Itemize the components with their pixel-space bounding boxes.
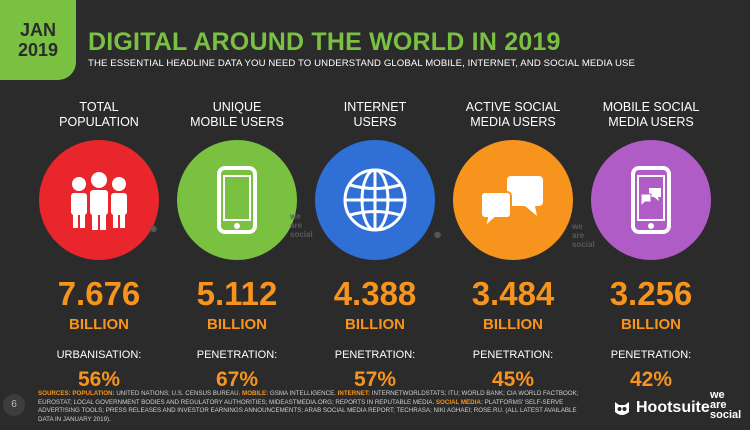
we-are-social-logo: we are social [710,389,742,421]
stat-unit: BILLION [621,316,681,333]
sources-text: SOURCES: POPULATION: UNITED NATIONS; U.S… [38,390,579,423]
stat-metric-label: PENETRATION: [334,349,416,361]
stat-unit: BILLION [207,316,267,333]
owl-icon [615,402,629,415]
stat-mobile-social-media-users: MOBILE SOCIAL MEDIA USERS 3.256 BILLION P… [582,100,720,392]
stat-value: 7.676 [57,275,141,312]
stat-metric-value: 56% [77,368,121,391]
stat-metric-label: PENETRATION: [610,349,692,361]
stat-internet-users: INTERNET USERS 4.388 BILLION PENETRATION:… [306,100,444,392]
stat-active-social-media-users: ACTIVE SOCIAL MEDIA USERS 3.484 BILLION P… [444,100,582,392]
hootsuite-logo: Hootsuite [612,398,710,418]
stat-metric-value: 57% [353,368,397,391]
stat-value: 3.256 [609,275,693,312]
stat-unit: BILLION [345,316,405,333]
date-month: JAN [19,20,56,40]
stat-metric-label: URBANISATION: [56,349,142,361]
page-title: DIGITAL AROUND THE WORLD IN 2019 [88,28,561,56]
stat-label: UNIQUE MOBILE USERS [190,100,284,129]
stat-value: 3.484 [471,275,555,312]
people-icon [39,140,159,260]
owl-watermark-icon: ◉ [150,224,157,233]
stat-metric-value: 45% [491,368,535,391]
we-are-social-watermark: we are social [290,212,313,239]
headline-stats: TOTAL POPULATION 7.676 BILLION URBANISATI… [30,100,720,391]
stat-label: INTERNET USERS [343,100,407,129]
stat-label: TOTAL POPULATION [59,100,139,129]
stat-label: MOBILE SOCIAL MEDIA USERS [602,100,700,129]
stat-metric-label: PENETRATION: [196,349,278,361]
mobile-phone-icon [177,140,297,260]
stat-metric-value: 42% [629,368,673,391]
stat-unique-mobile-users: UNIQUE MOBILE USERS 5.112 BILLION PENETRA… [168,100,306,392]
stat-total-population: TOTAL POPULATION 7.676 BILLION URBANISATI… [30,100,168,392]
globe-icon [315,140,435,260]
page-subtitle: THE ESSENTIAL HEADLINE DATA YOU NEED TO … [88,58,635,69]
owl-watermark-icon: ◉ [434,230,441,239]
stat-unit: BILLION [69,316,129,333]
stat-label: ACTIVE SOCIAL MEDIA USERS [465,100,561,129]
date-badge: JAN 2019 [0,0,76,80]
stat-value: 4.388 [333,275,417,312]
stat-metric-label: PENETRATION: [472,349,554,361]
date-year: 2019 [17,40,59,60]
stat-metric-value: 67% [215,368,259,391]
stat-value: 5.112 [196,275,278,312]
footer: 6 SOURCES: POPULATION: UNITED NATIONS; U… [0,380,750,430]
page-number: 6 [3,394,25,416]
we-are-social-watermark: we are social [572,222,595,249]
stat-unit: BILLION [483,316,543,333]
chat-bubbles-icon [453,140,573,260]
mobile-chat-icon [591,140,711,260]
